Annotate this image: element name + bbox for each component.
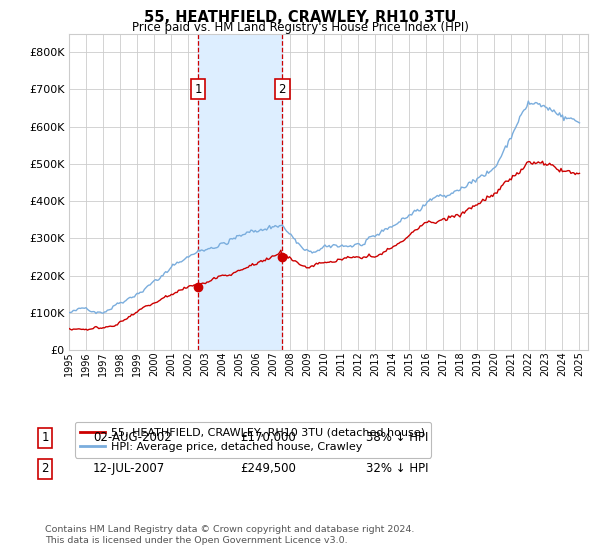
Text: 1: 1 bbox=[194, 83, 202, 96]
Text: 2: 2 bbox=[278, 83, 286, 96]
Bar bbox=[198, 34, 282, 350]
Text: 32% ↓ HPI: 32% ↓ HPI bbox=[366, 462, 428, 475]
Text: 2: 2 bbox=[41, 462, 49, 475]
Legend: 55, HEATHFIELD, CRAWLEY, RH10 3TU (detached house), HPI: Average price, detached: 55, HEATHFIELD, CRAWLEY, RH10 3TU (detac… bbox=[74, 422, 431, 458]
Text: 02-AUG-2002: 02-AUG-2002 bbox=[93, 431, 172, 445]
Text: Contains HM Land Registry data © Crown copyright and database right 2024.
This d: Contains HM Land Registry data © Crown c… bbox=[45, 525, 415, 545]
Text: £170,000: £170,000 bbox=[240, 431, 296, 445]
Text: Price paid vs. HM Land Registry's House Price Index (HPI): Price paid vs. HM Land Registry's House … bbox=[131, 21, 469, 34]
Text: 55, HEATHFIELD, CRAWLEY, RH10 3TU: 55, HEATHFIELD, CRAWLEY, RH10 3TU bbox=[144, 10, 456, 25]
Text: £249,500: £249,500 bbox=[240, 462, 296, 475]
Text: 1: 1 bbox=[41, 431, 49, 445]
Text: 38% ↓ HPI: 38% ↓ HPI bbox=[366, 431, 428, 445]
Text: 12-JUL-2007: 12-JUL-2007 bbox=[93, 462, 165, 475]
